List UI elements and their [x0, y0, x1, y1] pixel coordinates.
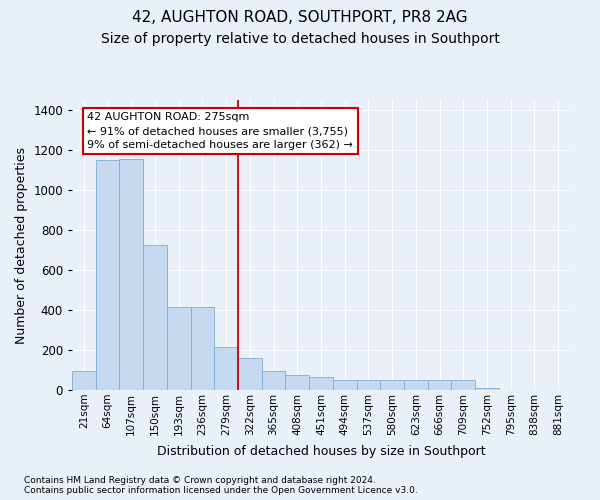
Bar — [475, 388, 499, 390]
Bar — [143, 245, 167, 390]
Bar — [72, 371, 96, 390]
Text: 42 AUGHTON ROAD: 275sqm
← 91% of detached houses are smaller (3,755)
9% of semi-: 42 AUGHTON ROAD: 275sqm ← 91% of detache… — [88, 112, 353, 150]
Bar — [262, 371, 286, 390]
Bar — [191, 307, 214, 390]
Bar — [333, 380, 356, 390]
Y-axis label: Number of detached properties: Number of detached properties — [14, 146, 28, 344]
Bar — [286, 375, 309, 390]
Text: Size of property relative to detached houses in Southport: Size of property relative to detached ho… — [101, 32, 499, 46]
Bar — [356, 380, 380, 390]
Bar — [428, 380, 451, 390]
Bar — [96, 160, 119, 390]
Text: Contains HM Land Registry data © Crown copyright and database right 2024.
Contai: Contains HM Land Registry data © Crown c… — [24, 476, 418, 495]
Bar — [214, 347, 238, 390]
Bar — [380, 380, 404, 390]
Text: Distribution of detached houses by size in Southport: Distribution of detached houses by size … — [157, 445, 485, 458]
Bar — [451, 380, 475, 390]
Bar — [167, 307, 191, 390]
Text: 42, AUGHTON ROAD, SOUTHPORT, PR8 2AG: 42, AUGHTON ROAD, SOUTHPORT, PR8 2AG — [132, 10, 468, 25]
Bar — [309, 377, 333, 390]
Bar — [404, 380, 428, 390]
Bar — [119, 159, 143, 390]
Bar — [238, 358, 262, 390]
